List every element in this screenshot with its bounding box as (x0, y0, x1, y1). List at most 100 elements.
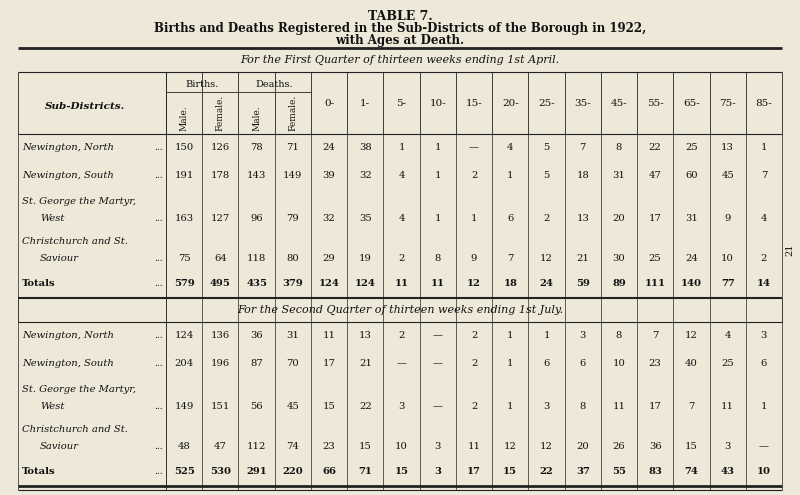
Text: 13: 13 (576, 214, 589, 223)
Text: 4: 4 (724, 332, 731, 341)
Text: 45: 45 (286, 402, 299, 411)
Text: 220: 220 (282, 467, 303, 477)
Text: ...: ... (154, 467, 163, 477)
Text: 25: 25 (649, 254, 662, 263)
Text: 1: 1 (398, 144, 405, 152)
Text: For the First Quarter of thirteen weeks ending 1st April.: For the First Quarter of thirteen weeks … (241, 55, 559, 65)
Text: 74: 74 (286, 443, 299, 451)
Text: 163: 163 (174, 214, 194, 223)
Text: 20: 20 (613, 214, 626, 223)
Text: 196: 196 (210, 359, 230, 368)
Text: —: — (469, 144, 479, 152)
Text: Newington, North: Newington, North (22, 144, 114, 152)
Text: 3: 3 (761, 332, 767, 341)
Text: 7: 7 (688, 402, 694, 411)
Text: Deaths.: Deaths. (256, 80, 294, 89)
Text: 8: 8 (579, 402, 586, 411)
Text: 7: 7 (507, 254, 514, 263)
Text: 1: 1 (761, 144, 767, 152)
Text: 525: 525 (174, 467, 194, 477)
Text: 7: 7 (579, 144, 586, 152)
Text: 0-: 0- (324, 99, 334, 107)
Text: 15: 15 (322, 402, 335, 411)
Text: 204: 204 (174, 359, 194, 368)
Text: —: — (433, 359, 442, 368)
Text: 31: 31 (613, 171, 626, 181)
Text: 6: 6 (543, 359, 550, 368)
Text: 5-: 5- (397, 99, 406, 107)
Text: 15: 15 (394, 467, 409, 477)
Text: Newington, North: Newington, North (22, 332, 114, 341)
Text: 112: 112 (247, 443, 266, 451)
Text: 8: 8 (434, 254, 441, 263)
Text: 13: 13 (359, 332, 372, 341)
Text: Sub-Districts.: Sub-Districts. (45, 101, 125, 110)
Text: 36: 36 (250, 332, 263, 341)
Text: 3: 3 (398, 402, 405, 411)
Text: 1: 1 (507, 171, 514, 181)
Text: 1: 1 (507, 359, 514, 368)
Text: 1-: 1- (360, 99, 370, 107)
Text: 38: 38 (359, 144, 372, 152)
Text: 3: 3 (579, 332, 586, 341)
Text: 5: 5 (543, 144, 550, 152)
Text: 65-: 65- (683, 99, 700, 107)
Text: 80: 80 (286, 254, 299, 263)
Text: 74: 74 (685, 467, 698, 477)
Text: 11: 11 (394, 280, 409, 289)
Text: 150: 150 (174, 144, 194, 152)
Text: 55: 55 (612, 467, 626, 477)
Text: 11: 11 (467, 443, 481, 451)
Text: 31: 31 (685, 214, 698, 223)
Text: ...: ... (154, 254, 163, 263)
Text: 24: 24 (685, 254, 698, 263)
Text: 22: 22 (649, 144, 662, 152)
Text: 7: 7 (761, 171, 767, 181)
Text: 12: 12 (540, 443, 553, 451)
Text: St. George the Martyr,: St. George the Martyr, (22, 197, 136, 206)
Text: 1: 1 (507, 332, 514, 341)
Text: 12: 12 (467, 280, 481, 289)
Text: ...: ... (154, 171, 163, 181)
Text: 18: 18 (503, 280, 517, 289)
Text: 1: 1 (761, 402, 767, 411)
Text: For the Second Quarter of thirteen weeks ending 1st July.: For the Second Quarter of thirteen weeks… (237, 305, 563, 315)
Text: 85-: 85- (755, 99, 772, 107)
Text: 23: 23 (649, 359, 662, 368)
Text: 17: 17 (649, 214, 662, 223)
Text: ...: ... (154, 144, 163, 152)
Text: 24: 24 (539, 280, 554, 289)
Text: 35: 35 (359, 214, 372, 223)
Text: 26: 26 (613, 443, 626, 451)
Text: 17: 17 (322, 359, 335, 368)
Text: 140: 140 (681, 280, 702, 289)
Text: ...: ... (154, 359, 163, 368)
Text: 19: 19 (359, 254, 372, 263)
Text: 10: 10 (722, 254, 734, 263)
Text: 25: 25 (685, 144, 698, 152)
Text: 22: 22 (359, 402, 372, 411)
Text: 21: 21 (786, 244, 794, 256)
Text: 136: 136 (210, 332, 230, 341)
Text: 2: 2 (471, 359, 477, 368)
Text: 60: 60 (685, 171, 698, 181)
Text: 2: 2 (398, 332, 405, 341)
Text: 1: 1 (507, 402, 514, 411)
Text: 118: 118 (247, 254, 266, 263)
Text: 2: 2 (471, 171, 477, 181)
Text: 4: 4 (507, 144, 514, 152)
Text: 7: 7 (652, 332, 658, 341)
Text: with Ages at Death.: with Ages at Death. (335, 34, 465, 47)
Text: 124: 124 (355, 280, 376, 289)
Text: Christchurch and St.: Christchurch and St. (22, 425, 128, 434)
Text: 70: 70 (286, 359, 299, 368)
Text: 11: 11 (430, 280, 445, 289)
Text: ...: ... (154, 443, 163, 451)
Text: 43: 43 (721, 467, 734, 477)
Text: 3: 3 (434, 467, 442, 477)
Text: 59: 59 (576, 280, 590, 289)
Text: 151: 151 (210, 402, 230, 411)
Text: Births.: Births. (186, 80, 219, 89)
Text: 23: 23 (322, 443, 335, 451)
Text: Newington, South: Newington, South (22, 359, 114, 368)
